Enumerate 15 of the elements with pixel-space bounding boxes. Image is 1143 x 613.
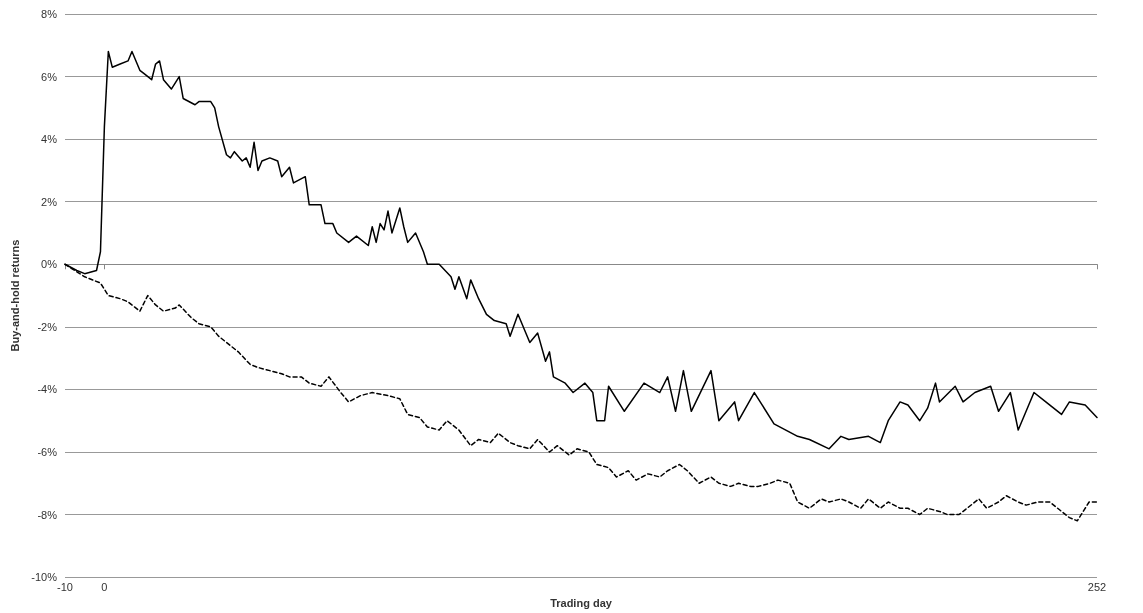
- y-tick-label: -6%: [37, 445, 58, 458]
- y-axis-title: Buy-and-hold returns: [8, 239, 21, 352]
- x-tick-label: 252: [1087, 580, 1107, 593]
- x-tick-label: 0: [101, 580, 108, 593]
- y-tick-label: -4%: [37, 383, 58, 396]
- y-tick-label: 8%: [41, 8, 58, 20]
- y-tick-label: -10%: [31, 571, 58, 584]
- y-tick-label: 0%: [41, 258, 58, 271]
- y-tick-label: 2%: [41, 195, 58, 208]
- y-tick-label: 4%: [41, 133, 58, 146]
- x-axis-title: Trading day: [550, 596, 613, 609]
- y-tick-label: -8%: [37, 508, 58, 521]
- y-tick-label: -2%: [37, 320, 58, 333]
- x-tick-label: -10: [57, 580, 73, 593]
- y-tick-label: 6%: [41, 70, 58, 83]
